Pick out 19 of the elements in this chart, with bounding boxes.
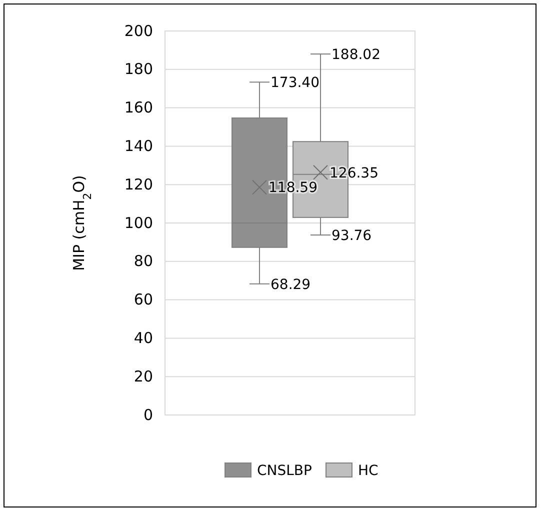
y-tick-label: 40	[134, 329, 153, 347]
annotation: 173.40	[270, 74, 320, 91]
annotation: 118.59	[268, 180, 318, 196]
y-tick-label: 140	[124, 137, 153, 155]
annotation: 93.76	[332, 228, 372, 244]
y-tick-label: 200	[124, 22, 153, 40]
annotation: 68.29	[270, 276, 311, 293]
y-tick-label: 100	[124, 214, 153, 232]
y-tick-label: 160	[124, 98, 153, 117]
legend-label: CNSLBP	[257, 462, 312, 479]
y-tick-label: 20	[134, 367, 153, 386]
y-tick-label: 0	[143, 406, 153, 424]
y-tick-label: 80	[134, 252, 153, 270]
y-tick-label: 180	[124, 60, 153, 78]
annotation: 126.35	[330, 165, 378, 182]
annotation: 188.02	[332, 46, 380, 63]
y-tick-label: 120	[124, 175, 153, 194]
y-tick-label: 60	[134, 290, 153, 309]
legend-label: HC	[358, 462, 379, 479]
